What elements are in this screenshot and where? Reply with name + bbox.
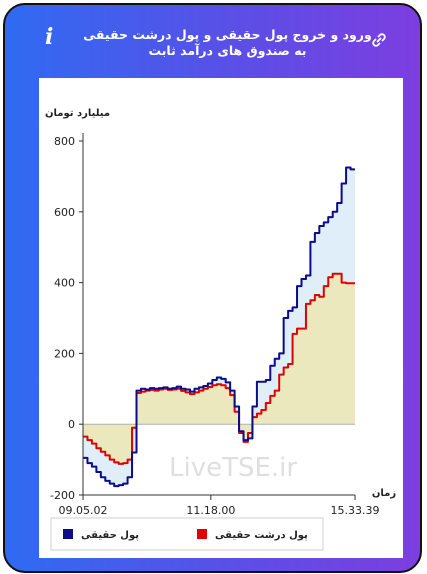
- chart-card: i ورود و خروج پول حقیقی و پول درشت حقیقی…: [3, 3, 422, 573]
- card-header: i ورود و خروج پول حقیقی و پول درشت حقیقی…: [5, 5, 420, 75]
- x-tick-label: 15.33.39: [331, 504, 380, 517]
- legend-swatch-big-real-money: [197, 529, 207, 539]
- legend-swatch-real-money: [63, 529, 73, 539]
- y-axis-label: میلیارد تومان: [45, 108, 110, 119]
- chart-panel: میلیارد تومان زمان 800 600 400 200 0 -200 09.0…: [39, 78, 403, 558]
- y-tick-label: 400: [54, 277, 75, 290]
- legend: پول حقیقی پول درشت حقیقی: [50, 517, 324, 551]
- legend-label-real-money: پول حقیقی: [81, 530, 139, 541]
- x-tick-label: 11.18.00: [186, 504, 235, 517]
- y-tick-label: 800: [54, 135, 75, 148]
- y-tick-label: -200: [50, 489, 75, 502]
- legend-label-big-real-money: پول درشت حقیقی: [215, 530, 308, 541]
- series-line-1: [83, 272, 355, 465]
- x-tick-label: 09.05.02: [59, 504, 108, 517]
- series-line-0: [83, 166, 355, 488]
- area-fill-1: [83, 273, 355, 464]
- chart-svg: میلیارد تومان زمان 800 600 400 200 0 -200 09.0…: [45, 108, 396, 551]
- x-axis-label: زمان: [372, 488, 396, 499]
- plot-area: 800 600 400 200 0 -200 09.05.02 11.18.00 15.33.3…: [50, 133, 379, 517]
- y-tick-label: 0: [68, 418, 75, 431]
- link-icon[interactable]: [371, 32, 387, 48]
- y-tick-label: 200: [54, 347, 75, 360]
- info-icon[interactable]: i: [45, 24, 54, 50]
- chart-title: ورود و خروج پول حقیقی و پول درشت حقیقی ب…: [83, 27, 372, 58]
- watermark: LiveTSE.ir: [169, 453, 297, 483]
- y-tick-label: 600: [54, 206, 75, 219]
